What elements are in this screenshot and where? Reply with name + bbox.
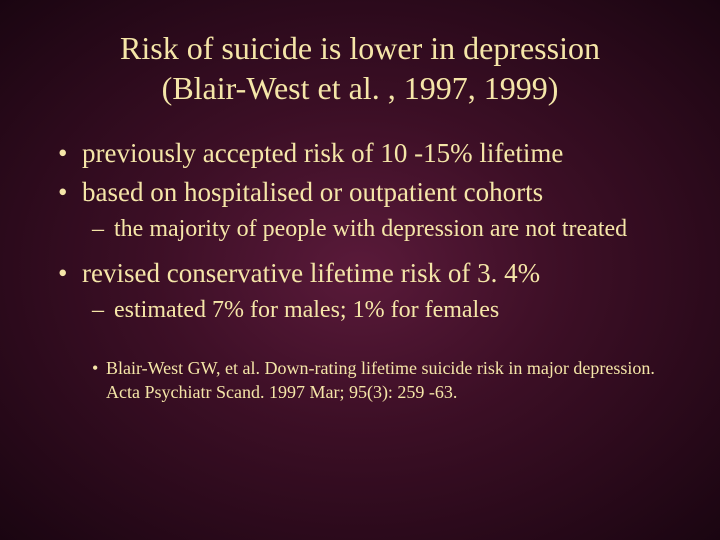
sub-bullet-text: estimated 7% for males; 1% for females xyxy=(114,297,499,323)
slide: Risk of suicide is lower in depression (… xyxy=(0,0,720,540)
title-line-1: Risk of suicide is lower in depression xyxy=(120,30,600,66)
title-line-2: (Blair-West et al. , 1997, 1999) xyxy=(162,70,559,106)
bullet-text: previously accepted risk of 10 -15% life… xyxy=(82,138,563,168)
sub-bullet-text: the majority of people with depression a… xyxy=(114,216,627,242)
bullet-text: revised conservative lifetime risk of 3.… xyxy=(82,258,540,288)
bullet-item: based on hospitalised or outpatient coho… xyxy=(54,175,666,210)
citation-text-wrap: Blair-West GW, et al. Down-rating lifeti… xyxy=(92,357,666,404)
citation-text: Blair-West GW, et al. Down-rating lifeti… xyxy=(106,358,655,401)
bullet-text: based on hospitalised or outpatient coho… xyxy=(82,177,543,207)
slide-title: Risk of suicide is lower in depression (… xyxy=(54,28,666,108)
citation-block: Blair-West GW, et al. Down-rating lifeti… xyxy=(54,357,666,404)
sub-bullet-item: the majority of people with depression a… xyxy=(54,214,666,244)
bullet-item: revised conservative lifetime risk of 3.… xyxy=(54,256,666,291)
sub-bullet-item: estimated 7% for males; 1% for females xyxy=(54,295,666,325)
bullet-item: previously accepted risk of 10 -15% life… xyxy=(54,136,666,171)
